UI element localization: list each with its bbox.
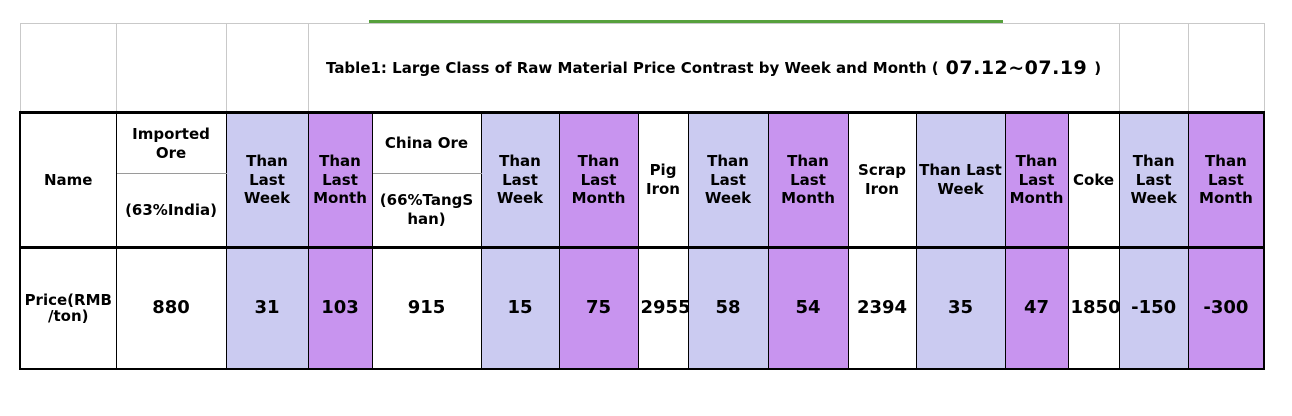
header-scrap-iron: Scrap Iron	[847, 111, 917, 248]
header-china-ore-spec: (66%TangShan)	[371, 173, 482, 248]
cell-china-ore-price: 915	[371, 246, 482, 370]
cell-scrap-iron-price: 2394	[847, 246, 917, 370]
cell-china-ore-month: 75	[558, 246, 639, 370]
empty-cell	[115, 23, 227, 113]
header-coke-than-last-month: Than Last Month	[1187, 111, 1266, 248]
header-pig-iron-than-last-month: Than Last Month	[767, 111, 849, 248]
cell-coke-month: -300	[1187, 246, 1266, 370]
cell-scrap-iron-month: 47	[1004, 246, 1069, 370]
table-title: Table1: Large Class of Raw Material Pric…	[307, 23, 1120, 113]
raw-material-price-table: Table1: Large Class of Raw Material Pric…	[19, 23, 1266, 370]
header-imported-ore-than-last-week: Than Last Week	[225, 111, 309, 248]
cell-coke-price: 1850	[1067, 246, 1120, 370]
header-spec-row: (63%India) (66%TangShan)	[20, 173, 1264, 248]
header-imported-ore-spec: (63%India)	[115, 173, 227, 248]
empty-cell	[1187, 23, 1265, 113]
header-china-ore-than-last-month: Than Last Month	[558, 111, 639, 248]
cell-pig-iron-month: 54	[767, 246, 849, 370]
header-coke-than-last-week: Than Last Week	[1118, 111, 1189, 248]
row-label-price: Price(RMB/ton)	[19, 246, 117, 370]
cell-imported-ore-week: 31	[225, 246, 309, 370]
header-coke: Coke	[1067, 111, 1120, 248]
header-pig-iron-than-last-week: Than Last Week	[687, 111, 769, 248]
cell-pig-iron-week: 58	[687, 246, 769, 370]
cell-imported-ore-price: 880	[115, 246, 227, 370]
empty-cell	[1118, 23, 1189, 113]
header-scrap-iron-than-last-week: Than Last Week	[915, 111, 1006, 248]
cell-coke-week: -150	[1118, 246, 1189, 370]
title-text: Table1: Large Class of Raw Material Pric…	[326, 58, 939, 77]
header-imported-ore: Imported Ore	[115, 111, 227, 174]
header-china-ore-than-last-week: Than Last Week	[480, 111, 560, 248]
cell-china-ore-week: 15	[480, 246, 560, 370]
header-scrap-iron-than-last-month: Than Last Month	[1004, 111, 1069, 248]
header-imported-ore-than-last-month: Than Last Month	[307, 111, 373, 248]
cell-imported-ore-month: 103	[307, 246, 373, 370]
cell-pig-iron-price: 2955	[637, 246, 689, 370]
empty-cell	[225, 23, 309, 113]
title-close-paren: )	[1094, 58, 1102, 77]
title-row: Table1: Large Class of Raw Material Pric…	[19, 23, 1265, 113]
title-date-range: 07.12~07.19	[945, 56, 1088, 79]
header-china-ore: China Ore	[371, 111, 482, 174]
price-row: Price(RMB/ton) 880 31 103 915 15 75 2955…	[19, 246, 1266, 370]
header-row: Name Imported Ore Than Last Week Than La…	[19, 111, 1266, 248]
cell-scrap-iron-week: 35	[915, 246, 1006, 370]
empty-cell	[19, 23, 117, 113]
green-accent-line	[369, 20, 1003, 24]
header-name: Name	[19, 111, 117, 248]
header-pig-iron: Pig Iron	[637, 111, 689, 248]
